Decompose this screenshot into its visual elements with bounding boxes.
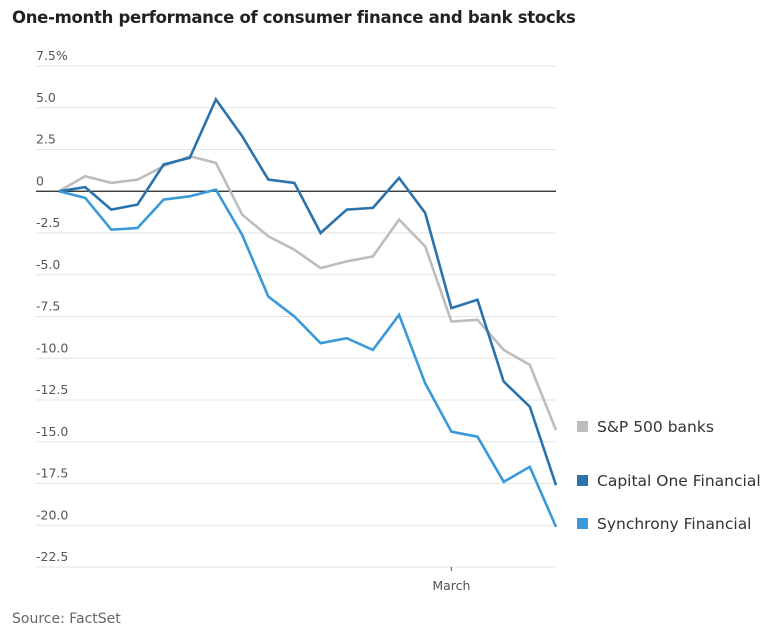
legend-label: Capital One Financial: [597, 472, 761, 490]
legend-swatch: [577, 518, 588, 529]
y-tick-label: -22.5: [36, 549, 68, 564]
series-line-capital-one-financial: [58, 96, 558, 486]
x-tick-label: March: [432, 578, 470, 593]
gridlines: [36, 65, 556, 568]
legend-label: S&P 500 banks: [597, 418, 714, 436]
legend-swatch: [577, 475, 588, 486]
legend-label: Synchrony Financial: [597, 515, 752, 533]
y-tick-label: -5.0: [36, 257, 60, 272]
legend-item-capital-one-financial: Capital One Financial: [577, 472, 761, 490]
series-line-s-p-500-banks: [58, 154, 558, 431]
y-tick-label: 7.5%: [36, 48, 68, 63]
chart-title: One-month performance of consumer financ…: [12, 8, 576, 27]
y-tick-label: 5.0: [36, 90, 56, 105]
y-axis-labels: 7.5% 5.0 2.5 0 -2.5 -5.0 -7.5 -10.0 -12.5 -15.0 -1…: [36, 48, 68, 564]
y-tick-label: -7.5: [36, 299, 60, 314]
y-tick-label: -17.5: [36, 466, 68, 481]
y-tick-label: -12.5: [36, 382, 68, 397]
legend-item-s-p-500-banks: S&P 500 banks: [577, 418, 714, 436]
x-axis: March: [432, 567, 470, 593]
y-tick-label: -2.5: [36, 215, 60, 230]
y-tick-label: -10.0: [36, 340, 68, 355]
legend-item-synchrony-financial: Synchrony Financial: [577, 515, 752, 533]
y-tick-label: 0: [36, 173, 44, 188]
source-note: Source: FactSet: [12, 611, 121, 627]
y-tick-label: -20.0: [36, 507, 68, 522]
legend: S&P 500 banks Capital One Financial Synchr…: [577, 418, 761, 533]
y-tick-label: -15.0: [36, 424, 68, 439]
series-lines: [58, 96, 558, 528]
y-tick-label: 2.5: [36, 132, 56, 147]
legend-swatch: [577, 421, 588, 432]
series-line-synchrony-financial: [58, 188, 558, 528]
